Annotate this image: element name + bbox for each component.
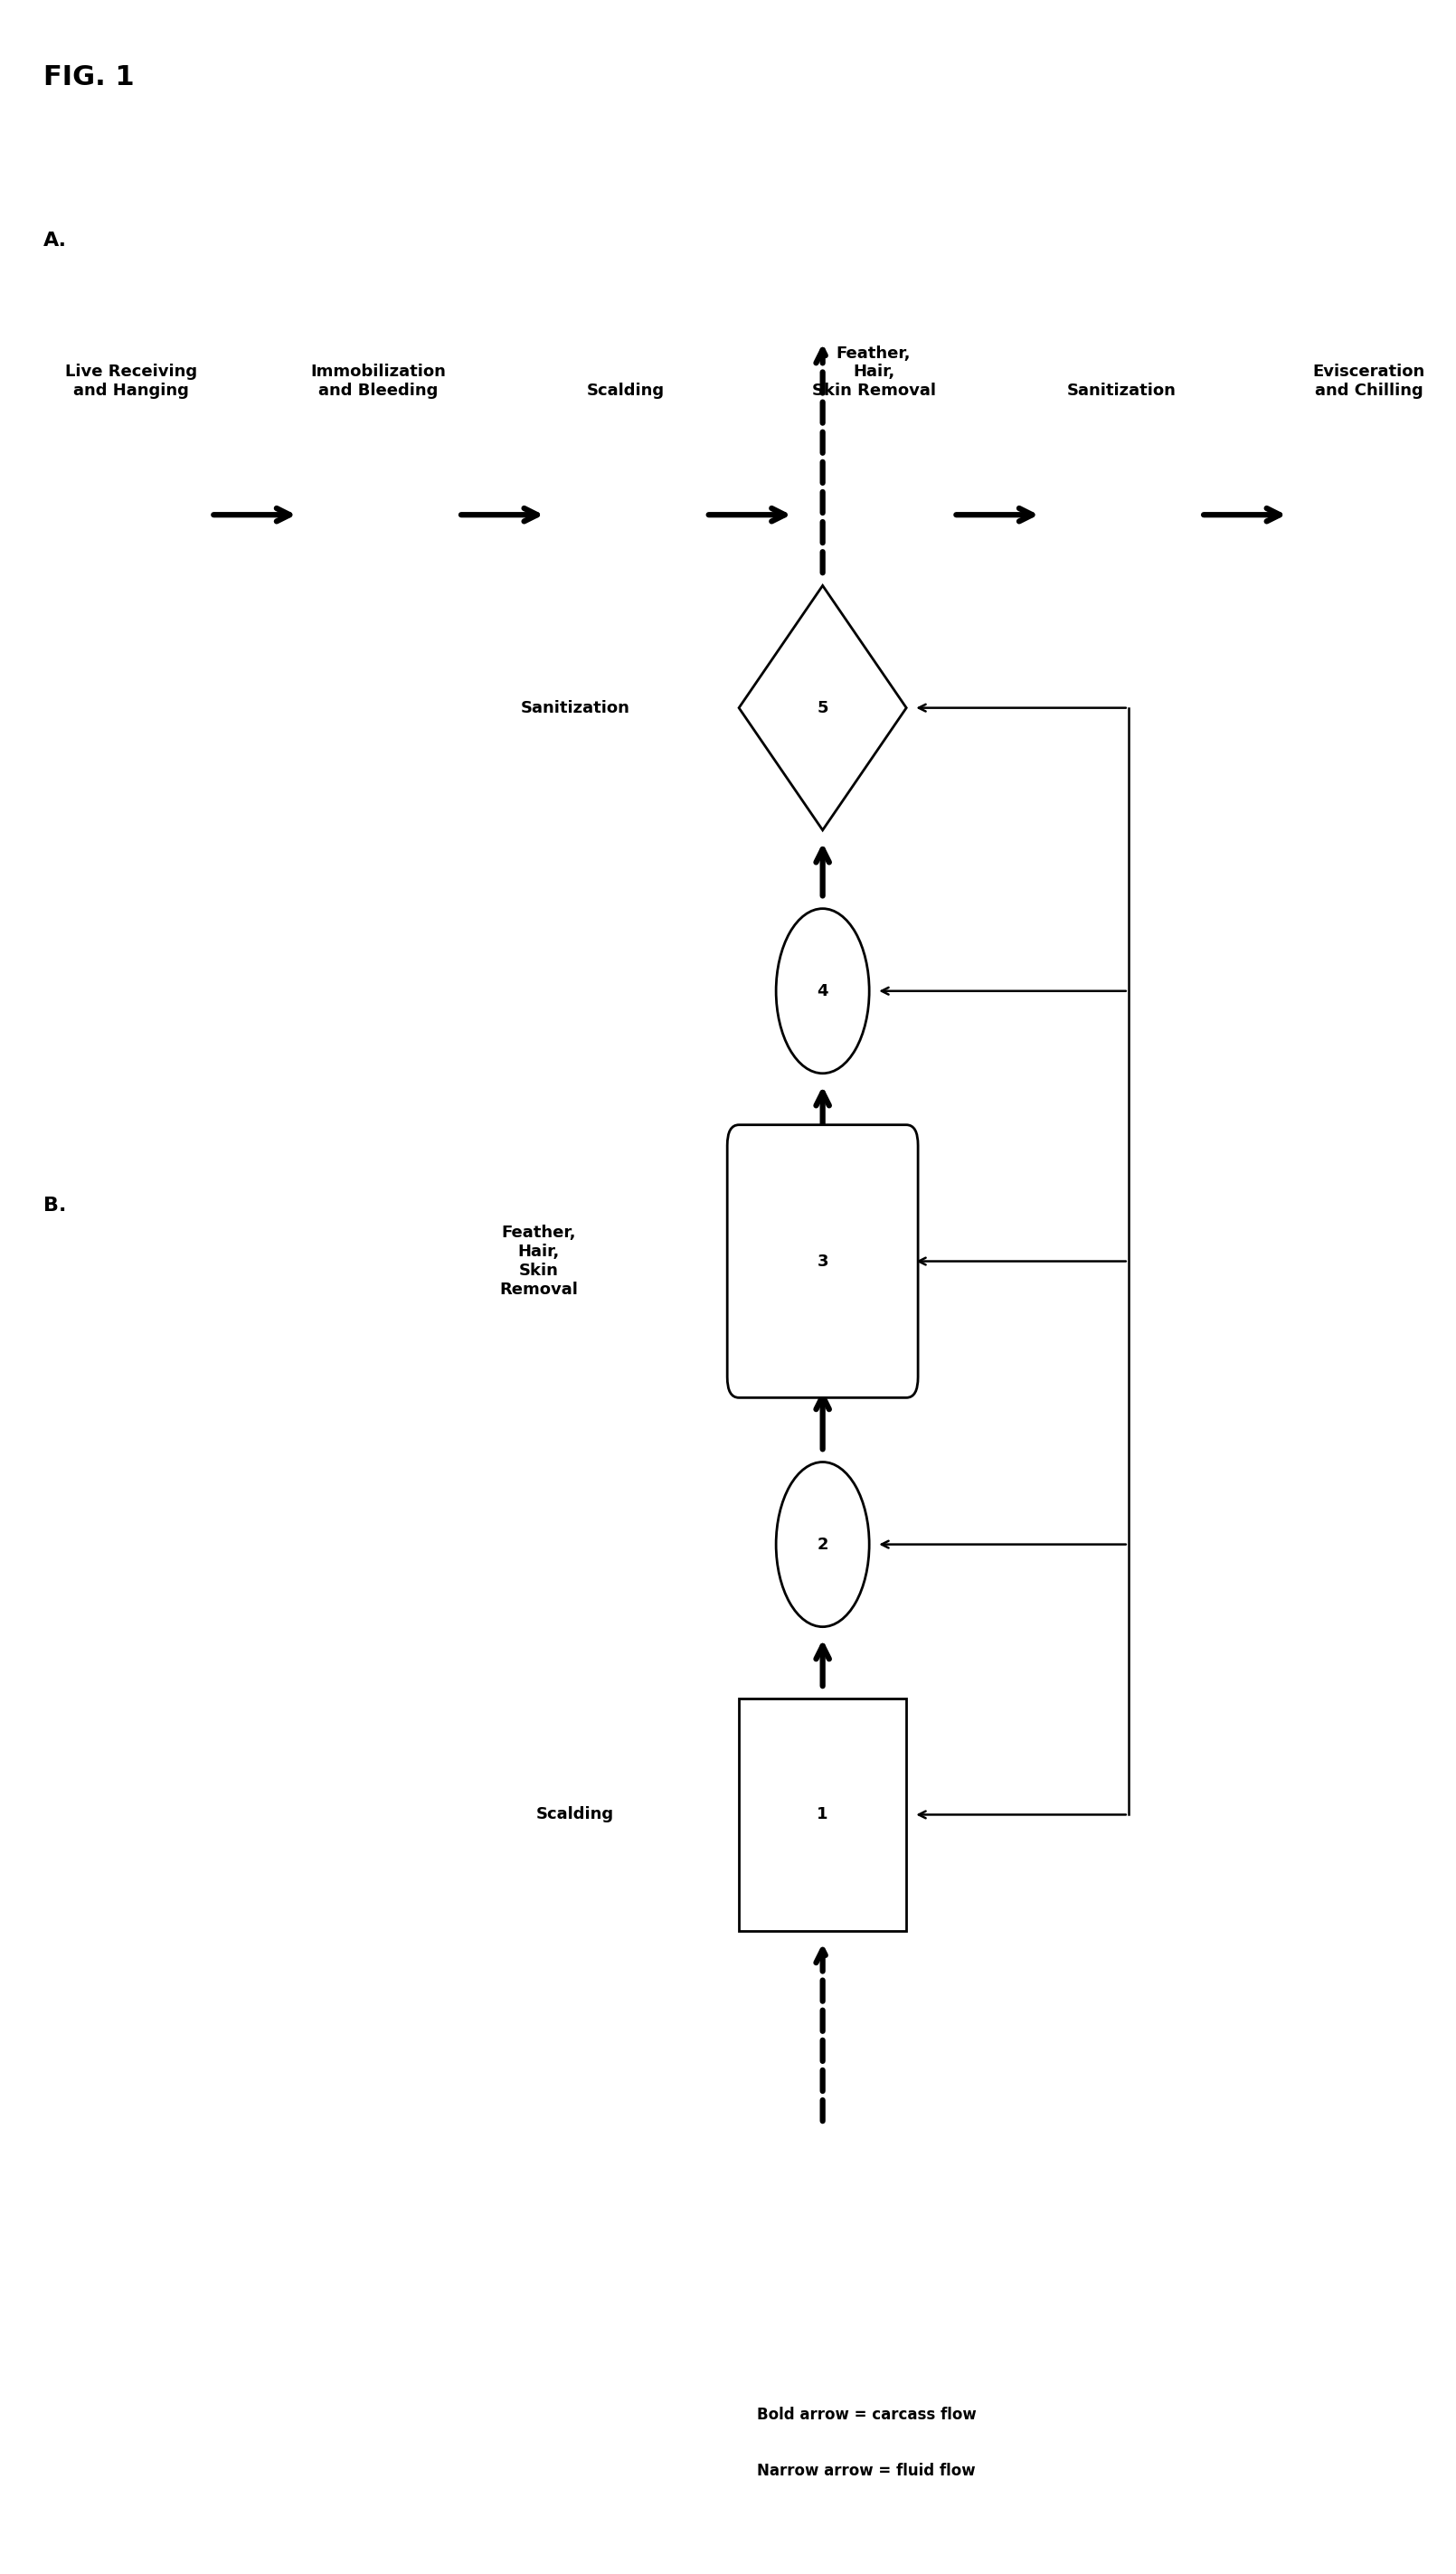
Text: 3: 3 [817,1254,828,1269]
FancyBboxPatch shape [738,1699,906,1930]
Polygon shape [738,587,906,829]
Text: Feather,
Hair,
Skin
Removal: Feather, Hair, Skin Removal [499,1225,578,1297]
Text: Evisceration
and Chilling: Evisceration and Chilling [1312,363,1425,399]
Text: 5: 5 [817,700,828,716]
FancyBboxPatch shape [727,1125,917,1398]
Circle shape [776,1462,869,1627]
Text: Scalding: Scalding [536,1807,614,1822]
Text: Narrow arrow = fluid flow: Narrow arrow = fluid flow [757,2463,976,2479]
Text: A.: A. [44,232,67,250]
Text: Sanitization: Sanitization [1066,384,1176,399]
Text: Immobilization
and Bleeding: Immobilization and Bleeding [310,363,447,399]
Text: Scalding: Scalding [587,384,665,399]
Text: 2: 2 [817,1537,828,1552]
Circle shape [776,909,869,1073]
Text: 1: 1 [817,1807,828,1822]
Text: FIG. 1: FIG. 1 [44,64,134,90]
Text: Live Receiving
and Hanging: Live Receiving and Hanging [66,363,197,399]
Text: B.: B. [44,1197,67,1215]
Text: 4: 4 [817,983,828,999]
Text: Bold arrow = carcass flow: Bold arrow = carcass flow [757,2407,977,2422]
Text: Feather,
Hair,
Skin Removal: Feather, Hair, Skin Removal [811,345,936,399]
Text: Sanitization: Sanitization [520,700,630,716]
